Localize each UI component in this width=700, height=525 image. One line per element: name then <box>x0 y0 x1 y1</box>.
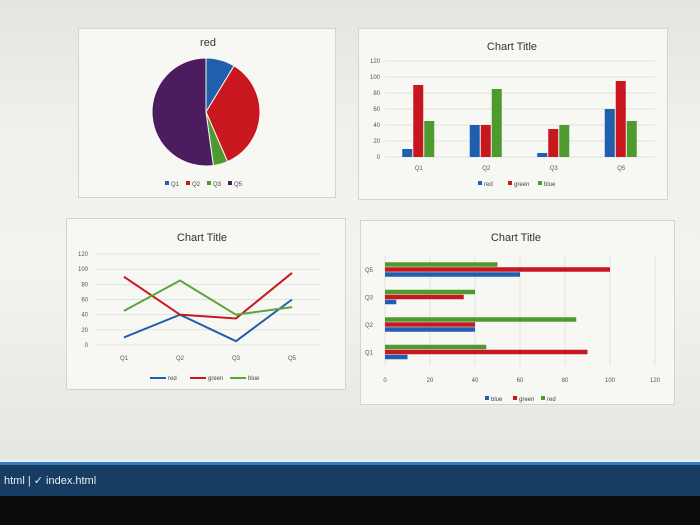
column-chart-title: Chart Title <box>487 41 537 53</box>
line-series-green <box>123 272 293 320</box>
column-x-tick: Q3 <box>550 166 559 172</box>
column-x-tick: Q5 <box>617 166 626 172</box>
column-legend-swatch <box>478 181 482 185</box>
pie-legend-swatch-q3 <box>207 181 211 185</box>
pie-legend-swatch-q5 <box>228 181 232 185</box>
hbar-bar <box>385 294 464 300</box>
status-file-label: html | ✓ index.html <box>4 475 97 487</box>
line-chart-panel[interactable] <box>66 218 346 390</box>
line-y-tick: 0 <box>85 343 89 349</box>
line-y-tick: 100 <box>78 267 89 273</box>
column-legend-label: blue <box>544 182 556 188</box>
line-y-tick: 40 <box>81 313 88 319</box>
column-y-tick: 20 <box>373 139 380 145</box>
column-legend-label: green <box>514 182 529 188</box>
column-x-tick: Q2 <box>482 166 491 172</box>
hbar-legend-swatch <box>513 396 517 400</box>
column-y-tick: 100 <box>370 75 381 81</box>
line-chart-title: Chart Title <box>177 232 227 244</box>
line-x-tick: Q2 <box>176 356 185 362</box>
line-series-blue <box>123 279 293 316</box>
column-y-tick: 40 <box>373 123 380 129</box>
hbar-bar <box>385 289 475 295</box>
hbar-legend-swatch <box>541 396 545 400</box>
column-legend-swatch <box>508 181 512 185</box>
pie-legend-label-q1: Q1 <box>171 182 180 188</box>
pie-chart-title: red <box>200 37 216 49</box>
line-x-tick: Q3 <box>232 356 241 362</box>
pie-legend-label-q3: Q3 <box>213 182 222 188</box>
hbar-x-tick: 120 <box>650 378 661 384</box>
bar-chart-panel[interactable] <box>360 220 675 405</box>
hbar-chart-title: Chart Title <box>491 232 541 244</box>
hbar-bar <box>385 317 577 322</box>
charts-layer: red Q1 Q2 Q3 Q5 Chart Title 0 20 40 60 80 100 120 Q1 Q… <box>78 37 661 403</box>
hbar-legend-label: green <box>519 397 534 403</box>
column-y-tick: 120 <box>370 59 381 65</box>
line-series-red <box>123 298 293 343</box>
monitor-bezel <box>0 496 700 525</box>
hbar-x-tick: 80 <box>562 378 569 384</box>
hbar-x-tick: 0 <box>383 378 387 384</box>
column-x-tick: Q1 <box>415 166 424 172</box>
hbar-y-tick: Q2 <box>365 323 374 329</box>
column-bar <box>559 125 570 157</box>
column-bar <box>480 125 491 157</box>
hbar-bar <box>385 262 498 267</box>
pie-slice-q5 <box>151 57 214 167</box>
pie-slice-q2 <box>205 65 261 163</box>
hbar-bar <box>385 322 475 327</box>
hbar-legend-label: blue <box>491 397 503 403</box>
column-bar <box>469 125 480 157</box>
column-y-tick: 60 <box>373 107 380 113</box>
line-y-tick: 120 <box>78 252 89 258</box>
pie-legend-label-q2: Q2 <box>192 182 201 188</box>
line-x-tick: Q5 <box>288 356 297 362</box>
pie-legend-swatch-q2 <box>186 181 190 185</box>
hbar-legend-label: red <box>547 397 556 403</box>
column-bar <box>424 121 435 157</box>
hbar-x-tick: 40 <box>472 378 479 384</box>
line-x-tick: Q1 <box>120 356 129 362</box>
column-bar <box>537 153 548 157</box>
hbar-x-tick: 20 <box>427 378 434 384</box>
column-y-tick: 0 <box>377 155 381 161</box>
line-legend-label: green <box>208 376 223 382</box>
hbar-bar <box>385 354 408 360</box>
hbar-bar <box>385 349 588 355</box>
hbar-bar <box>385 327 475 332</box>
spreadsheet-canvas: red Q1 Q2 Q3 Q5 Chart Title 0 20 40 60 80 100 120 Q1 Q… <box>0 0 700 460</box>
column-bar <box>604 109 615 157</box>
hbar-bar <box>385 272 520 277</box>
column-legend-label: red <box>484 182 493 188</box>
hbar-legend-swatch <box>485 396 489 400</box>
column-bar <box>402 149 413 157</box>
hbar-bar <box>385 299 397 305</box>
pie-legend-swatch-q1 <box>165 181 169 185</box>
line-y-tick: 20 <box>81 328 88 334</box>
hbar-x-tick: 100 <box>605 378 616 384</box>
line-legend-label: blue <box>248 376 260 382</box>
column-bar <box>413 85 424 157</box>
column-y-tick: 80 <box>373 91 380 97</box>
column-bar <box>615 81 626 157</box>
hbar-y-tick: Q5 <box>365 268 374 274</box>
column-bar <box>548 129 559 157</box>
hbar-y-tick: Q1 <box>365 350 374 356</box>
pie-legend-label-q5: Q5 <box>234 182 243 188</box>
editor-status-bar: html | ✓ index.html <box>0 462 700 496</box>
hbar-bar <box>385 344 487 350</box>
line-y-tick: 60 <box>81 298 88 304</box>
line-y-tick: 80 <box>81 282 88 288</box>
column-bar <box>491 89 502 157</box>
hbar-bar <box>385 267 610 272</box>
column-bar <box>626 121 637 157</box>
column-legend-swatch <box>538 181 542 185</box>
hbar-y-tick: Q3 <box>365 295 374 301</box>
line-legend-label: red <box>168 376 177 382</box>
hbar-x-tick: 60 <box>517 378 524 384</box>
